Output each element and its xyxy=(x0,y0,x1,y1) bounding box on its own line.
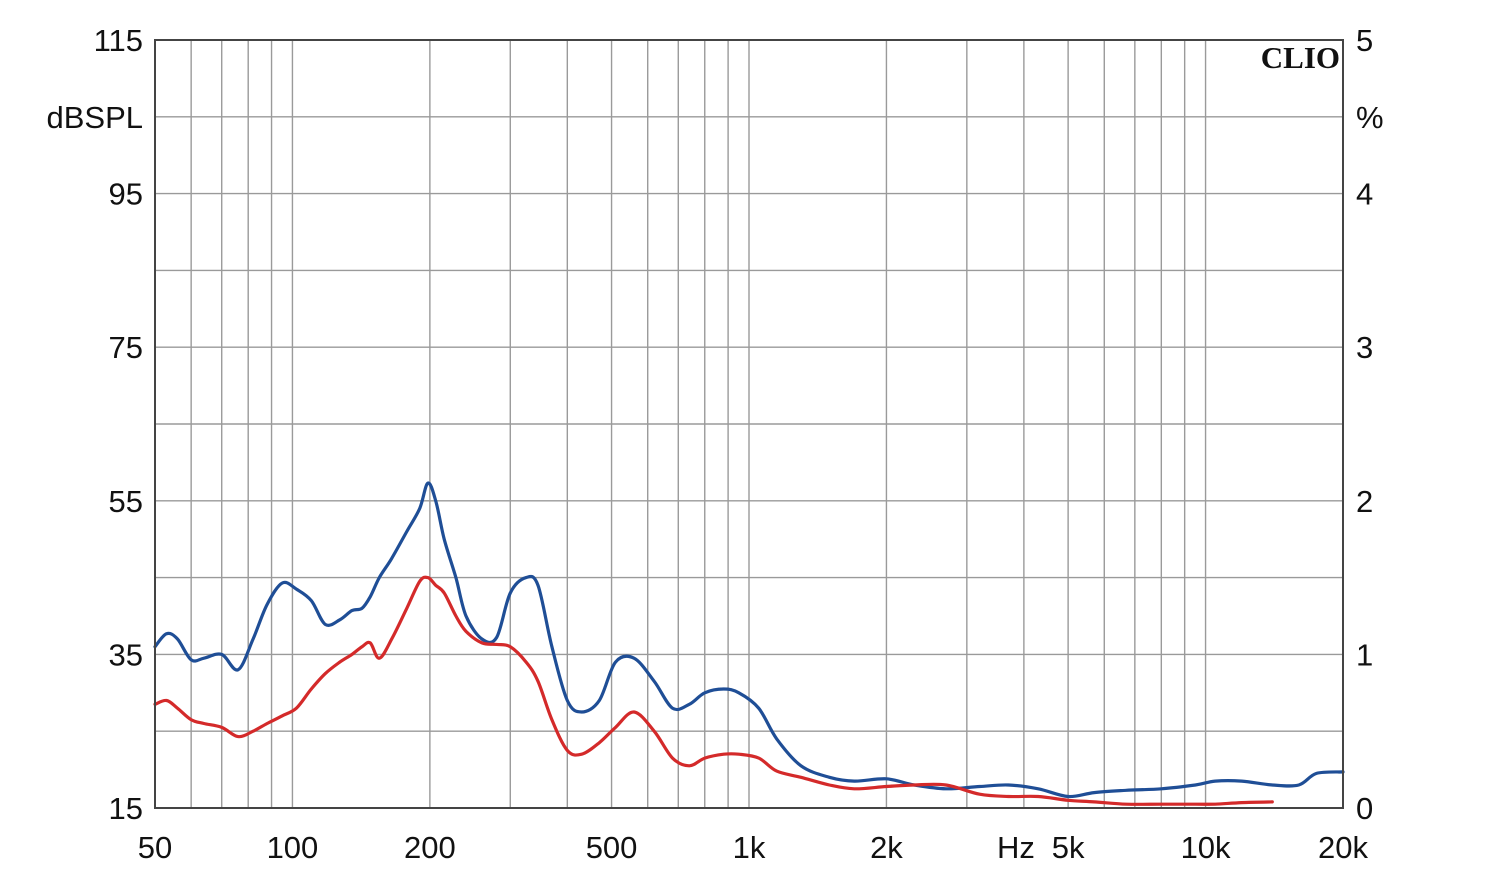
x-axis-label: Hz xyxy=(997,830,1035,865)
y-axis-label-right: % xyxy=(1356,100,1384,135)
y-tick-label-left: 75 xyxy=(109,330,143,365)
x-tick-label: 1k xyxy=(733,830,766,865)
y-tick-label-right: 1 xyxy=(1356,637,1373,672)
y-tick-label-right: 2 xyxy=(1356,484,1373,519)
x-tick-label: 200 xyxy=(404,830,456,865)
series-line-2 xyxy=(153,575,1274,806)
x-tick-label: 500 xyxy=(586,830,638,865)
plot-frame xyxy=(154,39,1344,809)
y-tick-label-right: 3 xyxy=(1356,330,1373,365)
chart-series xyxy=(153,481,1345,806)
y-tick-label-left: 35 xyxy=(109,637,143,672)
y-tick-label-right: 0 xyxy=(1356,791,1373,826)
series-line-1 xyxy=(153,481,1345,799)
x-tick-label: 10k xyxy=(1181,830,1231,865)
clio-brand-label: CLIO xyxy=(1261,40,1340,75)
y-tick-label-left: 55 xyxy=(109,484,143,519)
x-tick-label: 5k xyxy=(1052,830,1085,865)
x-tick-label: 50 xyxy=(138,830,172,865)
y-tick-label-left: 15 xyxy=(109,791,143,826)
chart-ticks: 50 100 200 500 1k 2k 5k 10k 20k 115 95 75 55 35 15 5 4 3 2… xyxy=(94,23,1374,865)
y-tick-label-left: 95 xyxy=(109,177,143,212)
x-tick-label: 100 xyxy=(267,830,319,865)
y-tick-label-right: 5 xyxy=(1356,23,1373,58)
y-axis-label-left: dBSPL xyxy=(46,100,143,135)
x-tick-label: 2k xyxy=(870,830,903,865)
x-tick-label: 20k xyxy=(1318,830,1368,865)
y-tick-label-right: 4 xyxy=(1356,177,1373,212)
y-tick-label-left: 115 xyxy=(94,23,143,58)
